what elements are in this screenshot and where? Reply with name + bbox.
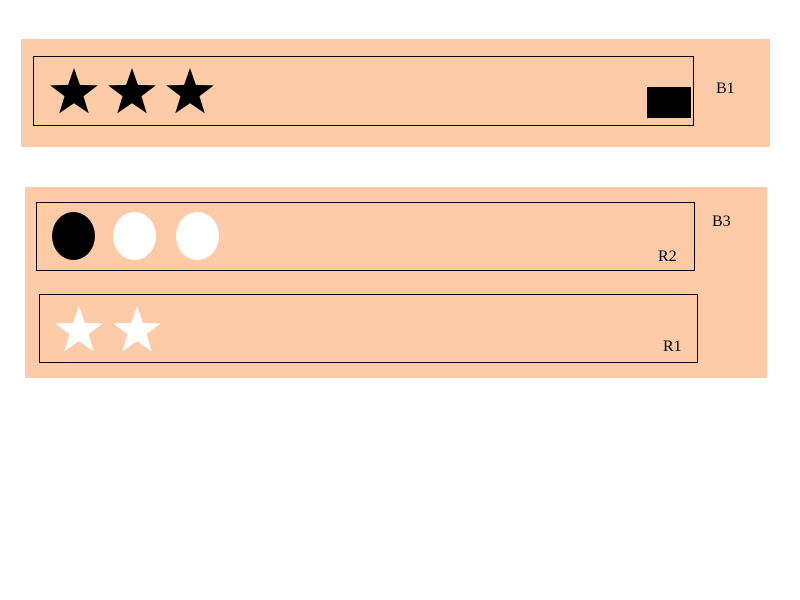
star-icon (165, 66, 215, 119)
row-r2: R2 (36, 202, 695, 271)
star-icon (54, 304, 104, 357)
row-label-r1: R1 (663, 338, 682, 355)
square-icon (647, 87, 691, 118)
star-icon-shape (166, 68, 214, 114)
board-label-b3: B3 (712, 213, 731, 230)
star-icon (49, 66, 99, 119)
star-icon-shape (113, 306, 161, 352)
star-icon-shape (55, 306, 103, 352)
star-icon (107, 66, 157, 119)
board-b1-row (33, 56, 694, 126)
board-b1: B1 (21, 39, 770, 147)
row-r1: R1 (39, 294, 698, 363)
row-label-r2: R2 (658, 248, 677, 265)
star-icon-shape (108, 68, 156, 114)
board-label-b1: B1 (716, 80, 735, 97)
star-icon (112, 304, 162, 357)
board-b3: R2 R1 B3 (25, 187, 767, 378)
star-icon-shape (50, 68, 98, 114)
circle-icon (52, 212, 95, 260)
circle-icon (176, 212, 219, 260)
circle-icon (113, 212, 156, 260)
